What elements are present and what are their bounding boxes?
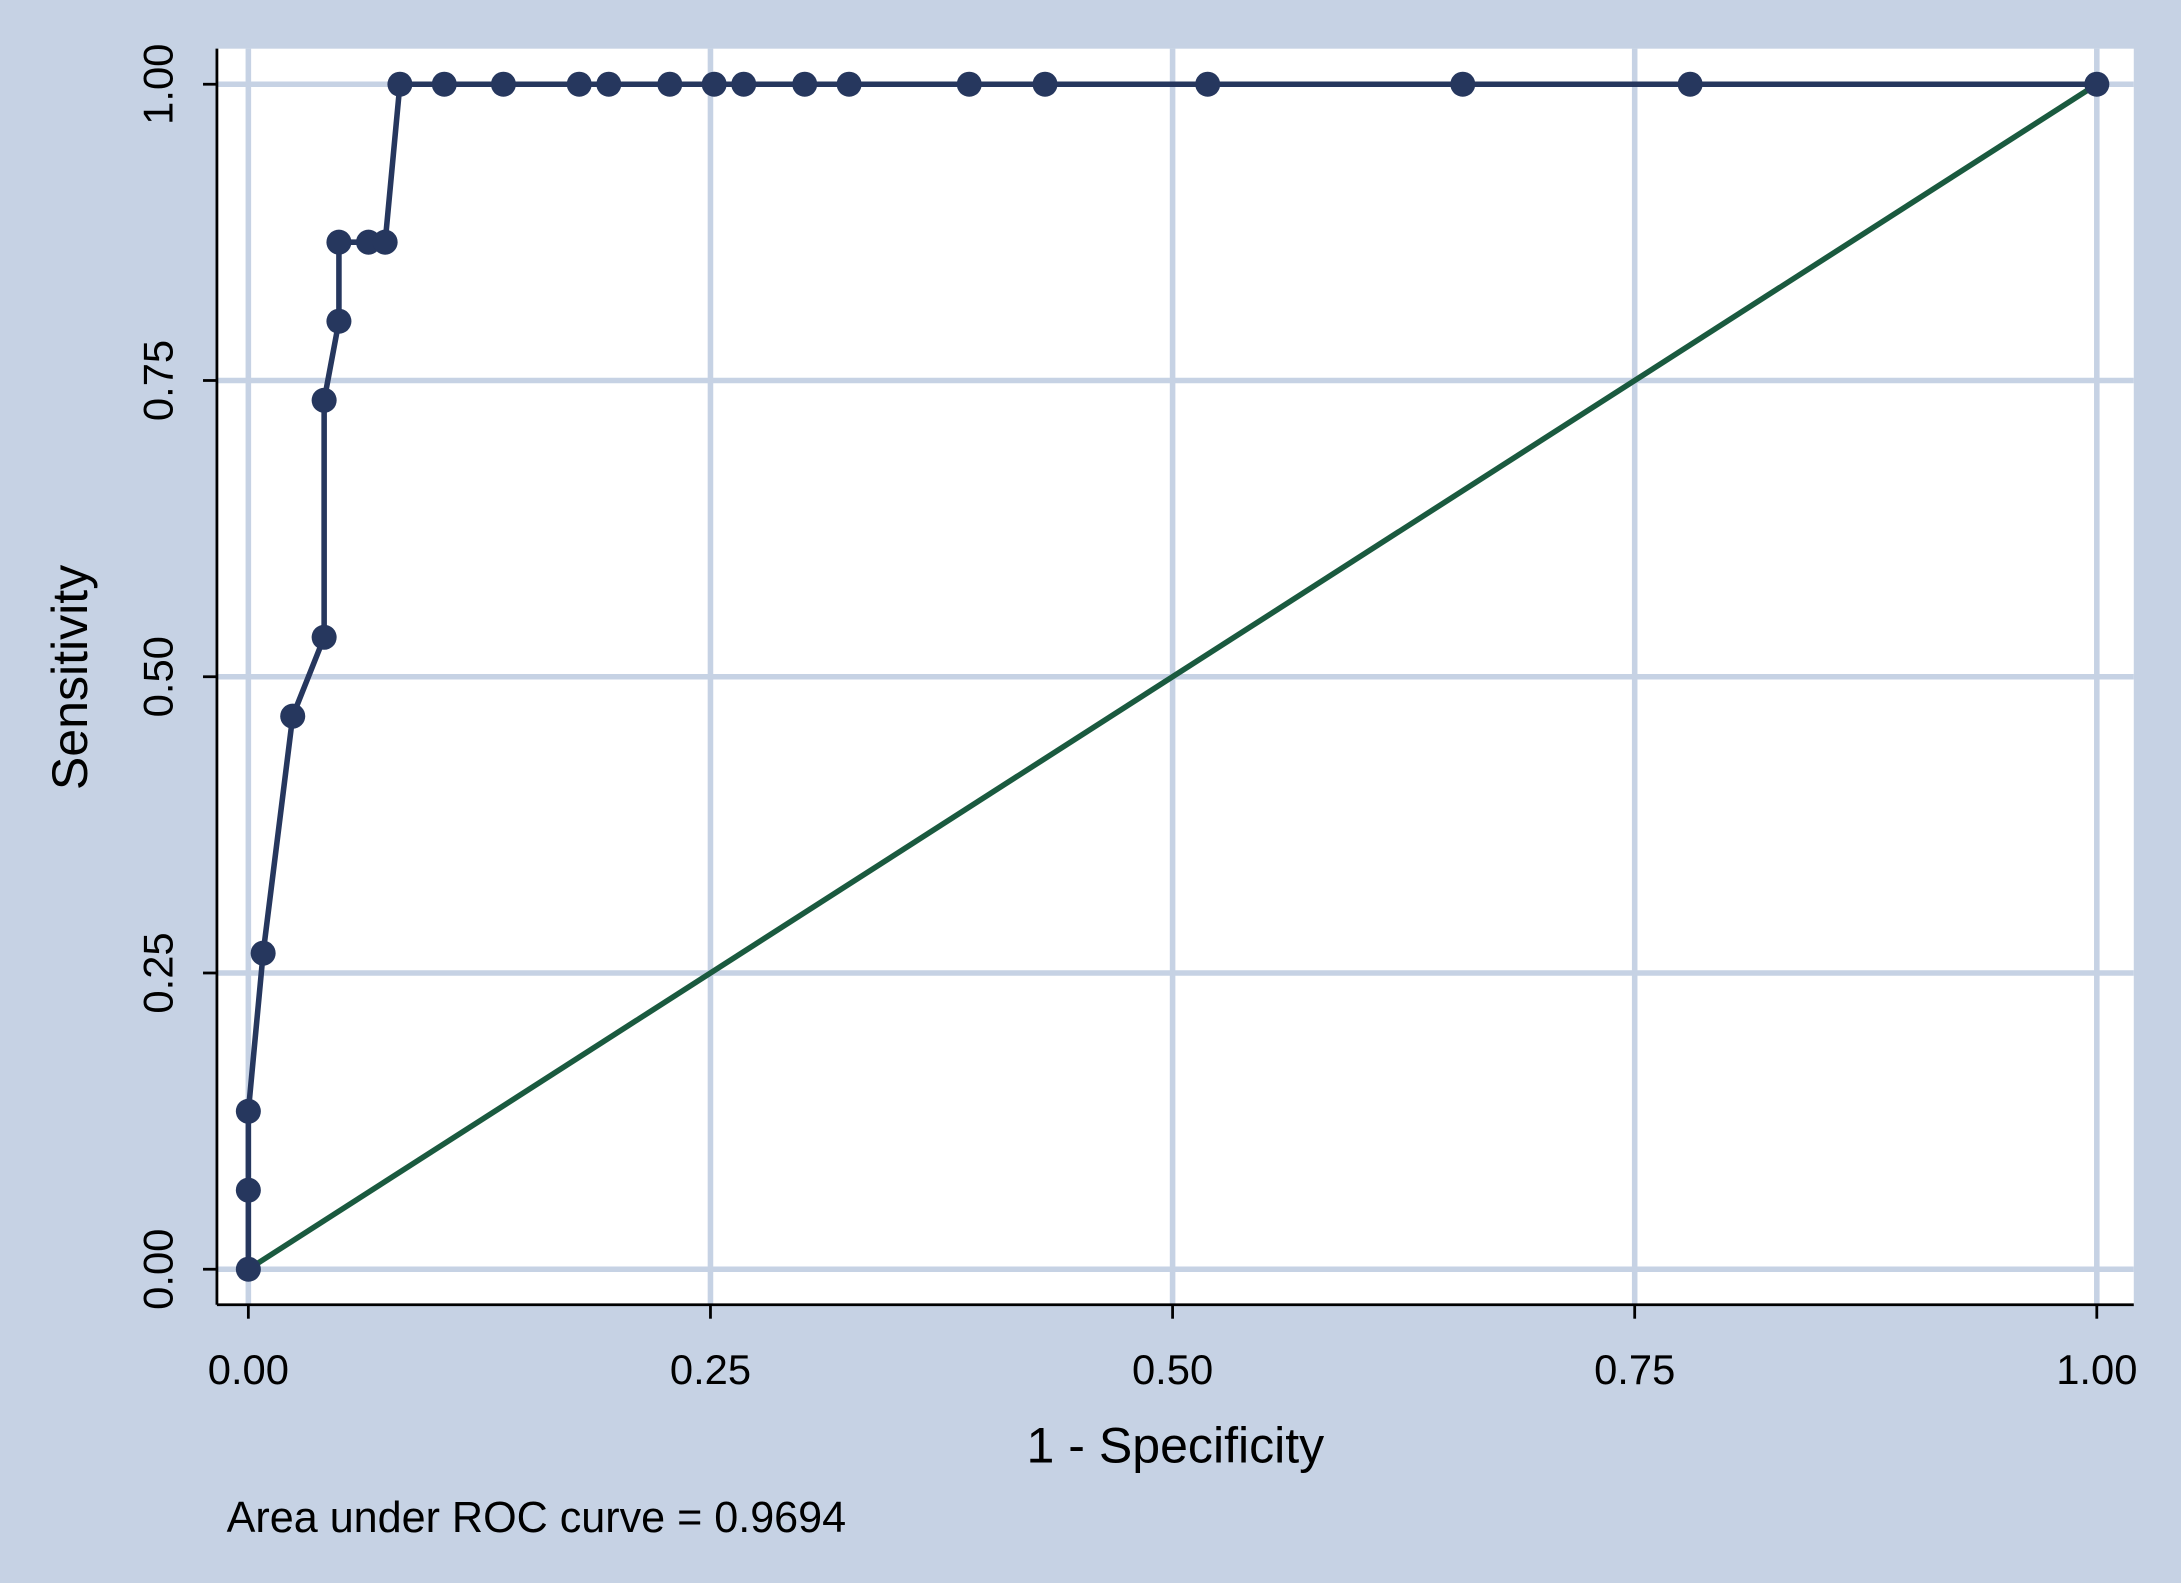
point xyxy=(792,71,818,97)
point xyxy=(235,1098,261,1124)
point xyxy=(836,71,862,97)
y-axis-label: Sensitivity xyxy=(42,565,98,790)
point xyxy=(326,229,352,255)
point xyxy=(1195,71,1221,97)
point xyxy=(235,1256,261,1282)
x-tick-label: 0.25 xyxy=(670,1346,751,1393)
point xyxy=(372,229,398,255)
point xyxy=(596,71,622,97)
y-tick-label: 1.00 xyxy=(134,44,181,125)
point xyxy=(431,71,457,97)
point xyxy=(387,71,413,97)
reference-line xyxy=(246,81,2099,1272)
point xyxy=(1450,71,1476,97)
point xyxy=(250,940,276,966)
y-tick-label: 0.00 xyxy=(134,1229,181,1310)
point xyxy=(566,71,592,97)
point xyxy=(1677,71,1703,97)
point xyxy=(657,71,683,97)
y-tick-label: 0.75 xyxy=(134,340,181,421)
point xyxy=(1032,71,1058,97)
point xyxy=(235,1177,261,1203)
x-tick-label: 1.00 xyxy=(2056,1346,2137,1393)
point xyxy=(280,703,306,729)
y-tick-label: 0.25 xyxy=(134,932,181,1013)
y-tick-label: 0.50 xyxy=(134,636,181,717)
annotation: Area under ROC curve = 0.9694 xyxy=(227,1494,846,1542)
point xyxy=(490,71,516,97)
point xyxy=(731,71,757,97)
point xyxy=(2084,71,2110,97)
x-axis-label: 1 - Specificity xyxy=(1027,1418,1325,1474)
point xyxy=(311,387,337,413)
point xyxy=(701,71,727,97)
x-tick-label: 0.75 xyxy=(1594,1346,1675,1393)
point xyxy=(956,71,982,97)
point xyxy=(311,624,337,650)
point xyxy=(326,308,352,334)
x-tick-label: 0.00 xyxy=(208,1346,289,1393)
x-tick-label: 0.50 xyxy=(1132,1346,1213,1393)
